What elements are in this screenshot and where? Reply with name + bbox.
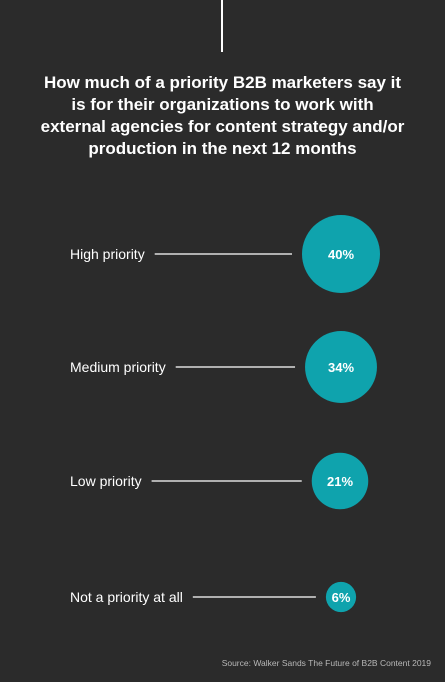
value-label: 21% xyxy=(327,474,353,489)
category-label: Low priority xyxy=(70,473,142,489)
top-divider-line xyxy=(221,0,223,52)
value-label: 34% xyxy=(328,360,354,375)
bubble-mark xyxy=(325,581,357,613)
category-label: High priority xyxy=(70,246,145,262)
category-label: Not a priority at all xyxy=(70,589,183,605)
bubble-mark xyxy=(311,452,369,510)
bubble-mark xyxy=(302,215,380,293)
source-note: Source: Walker Sands The Future of B2B C… xyxy=(221,658,431,668)
value-label: 40% xyxy=(328,247,354,262)
chart-title: How much of a priority B2B marketers say… xyxy=(40,73,405,158)
value-label: 6% xyxy=(332,590,351,605)
bubble-mark xyxy=(305,331,377,403)
category-label: Medium priority xyxy=(70,359,166,375)
